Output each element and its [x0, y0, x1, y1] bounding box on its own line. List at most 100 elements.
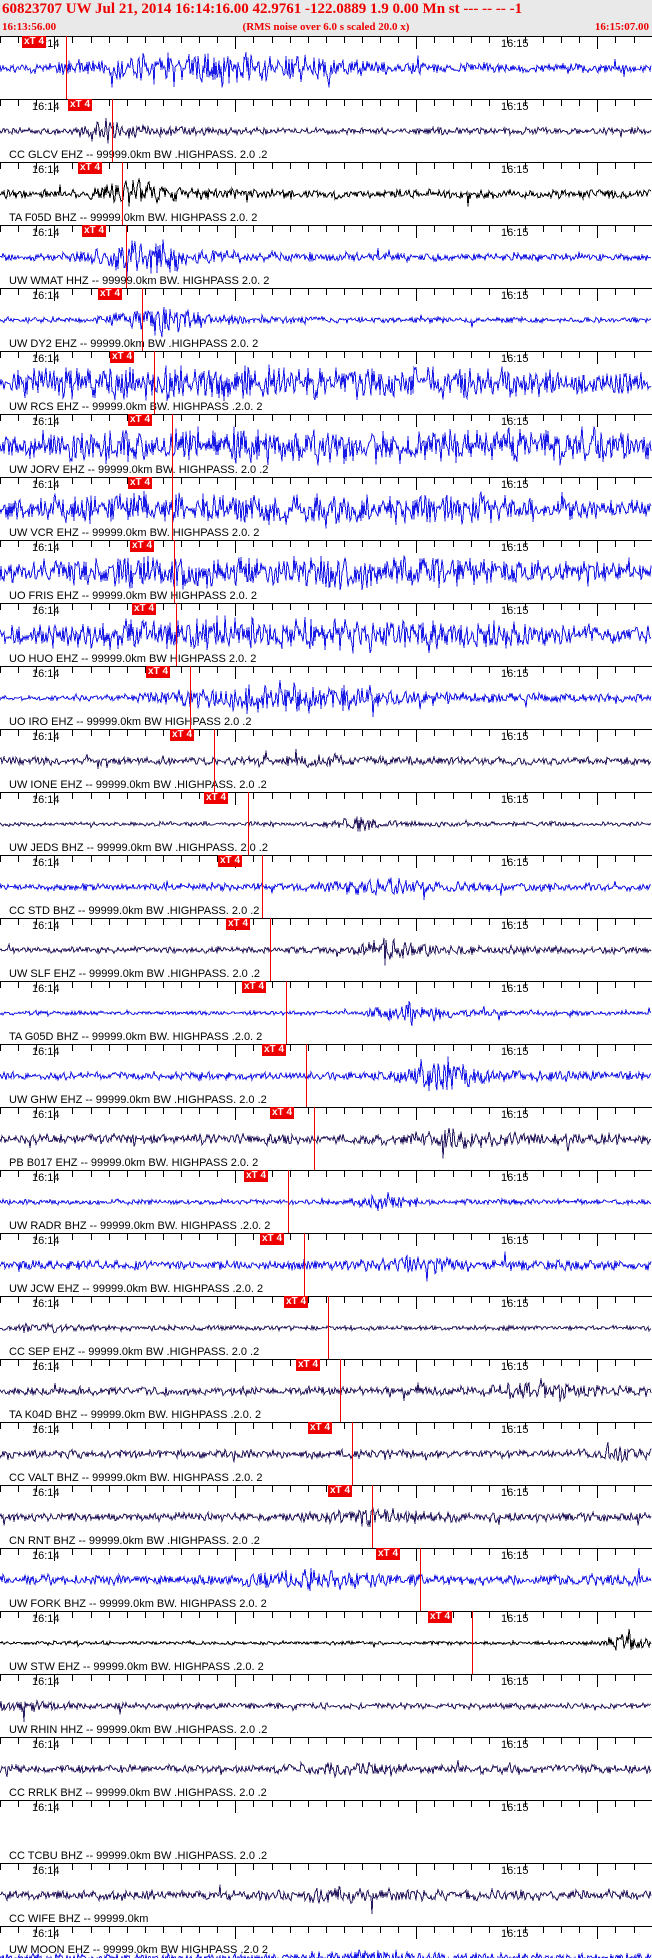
axis-tick — [416, 730, 417, 742]
axis-tick — [597, 289, 598, 301]
axis-tick — [615, 1864, 616, 1870]
axis-tick — [416, 604, 417, 616]
axis-tick — [217, 604, 218, 610]
axis-tick — [416, 1486, 417, 1498]
axis-tick — [272, 289, 273, 295]
axis-tick — [36, 100, 37, 106]
axis-tick — [489, 1171, 490, 1177]
axis-tick — [471, 604, 472, 610]
trace-row[interactable]: 16:14 16:15 CC GLCV EHZ -- 99999.0km BW .H… — [0, 99, 652, 162]
axis-tick — [543, 1549, 544, 1555]
axis-tick — [398, 478, 399, 484]
axis-tick — [507, 1108, 508, 1114]
axis-tick — [471, 226, 472, 232]
axis-tick — [380, 982, 381, 988]
axis-tick — [453, 541, 454, 547]
axis-tick — [54, 730, 55, 742]
axis-tick — [344, 856, 345, 862]
trace-row[interactable]: 16:14 16:15 UW JORV EHZ -- 99999.0km BW. H… — [0, 414, 652, 477]
axis-tick — [127, 1360, 128, 1366]
trace-row[interactable]: 16:14 16:15 UW WMAT HHZ -- 99999.0km BW. H… — [0, 225, 652, 288]
axis-ticks — [0, 1171, 652, 1183]
axis-tick — [91, 1234, 92, 1240]
axis-tick — [199, 1549, 200, 1555]
channel-label: CN RNT BHZ -- 99999.0km BW .HIGHPASS. 2.… — [9, 1535, 260, 1547]
axis-label-left: 16:14 — [32, 290, 60, 302]
waveform — [0, 1938, 652, 1958]
trace-row[interactable]: 16:14 16:15 TA F05D BHZ -- 99999.0km BW. H… — [0, 162, 652, 225]
trace-row[interactable]: 16:14 16:15 UO IRO EHZ -- 99999.0km BW HIG… — [0, 666, 652, 729]
trace-row[interactable]: 16:14 16:15 UW JEDS BHZ -- 99999.0km BW .H… — [0, 792, 652, 855]
axis-tick — [615, 1360, 616, 1366]
waveform — [0, 1560, 652, 1600]
axis-tick — [362, 667, 363, 673]
axis-tick — [290, 1675, 291, 1681]
axis-tick — [272, 1927, 273, 1933]
axis-tick — [579, 1171, 580, 1177]
trace-row[interactable]: 16:14 16:15 CC TCBU BHZ -- 99999.0km BW .H… — [0, 1800, 652, 1863]
trace-row[interactable]: 16:14 16:15 CC STD BHZ -- 99999.0km BW .HI… — [0, 855, 652, 918]
axis-tick — [145, 604, 146, 610]
axis-tick — [597, 1234, 598, 1246]
axis-tick — [0, 163, 1, 169]
trace-row[interactable]: 16:14 16:15 UW JCW EHZ -- 99999.0km BW. HI… — [0, 1233, 652, 1296]
axis-tick — [398, 100, 399, 106]
waveform — [0, 48, 652, 88]
axis-tick — [615, 1927, 616, 1933]
trace-row[interactable]: 16:14 16:15 UW STW EHZ -- 99999.0km BW. HI… — [0, 1611, 652, 1674]
trace-row[interactable]: 16:14 16:15 UW GHW EHZ -- 99999.0km BW .HI… — [0, 1044, 652, 1107]
axis-tick — [290, 1297, 291, 1303]
trace-row[interactable]: 16:14 16:15 TA G05D BHZ -- 99999.0km BW. H… — [0, 981, 652, 1044]
trace-row[interactable]: 16:14 16:15 CC SEP EHZ -- 99999.0km BW .HI… — [0, 1296, 652, 1359]
axis-tick — [543, 667, 544, 673]
axis-tick — [597, 1738, 598, 1750]
trace-row[interactable]: 16:14 16:15 UW SLF EHZ -- 99999.0km BW .HI… — [0, 918, 652, 981]
trace-row[interactable]: 16:14 16:15 UW FORK BHZ -- 99999.0km BW. H… — [0, 1548, 652, 1611]
axis-tick — [398, 1486, 399, 1492]
axis-tick — [434, 1927, 435, 1933]
axis-label-right: 16:15 — [501, 1739, 529, 1751]
axis-tick — [199, 1423, 200, 1429]
axis-ticks — [0, 415, 652, 427]
time-axis: 16:14 16:15 — [0, 1737, 652, 1751]
axis-tick — [326, 856, 327, 862]
trace-row[interactable]: 16:14 16:15 CN RNT BHZ -- 99999.0km BW .HI… — [0, 1485, 652, 1548]
time-axis: 16:14 16:15 — [0, 1674, 652, 1688]
axis-tick — [54, 1297, 55, 1309]
axis-tick — [18, 919, 19, 925]
axis-tick — [434, 352, 435, 358]
trace-row[interactable]: 16:14 16:15 UW VCR EHZ -- 99999.0km BW. HI… — [0, 477, 652, 540]
trace-row[interactable]: 16:14 16:15 CC RRLK BHZ -- 99999.0km BW .H… — [0, 1737, 652, 1800]
trace-row[interactable]: 16:14 16:15 UW IONE EHZ -- 99999.0km BW .H… — [0, 729, 652, 792]
trace-row[interactable]: 16:14 16:15 xT 4 — [0, 36, 652, 99]
channel-label: UW JORV EHZ -- 99999.0km BW. HIGHPASS. 2… — [9, 464, 269, 476]
axis-tick — [561, 1549, 562, 1555]
trace-row[interactable]: 16:14 16:15 CC VALT BHZ -- 99999.0km BW. H… — [0, 1422, 652, 1485]
trace-row[interactable]: 16:14 16:15 UW DY2 EHZ -- 99999.0km BW .HI… — [0, 288, 652, 351]
axis-tick — [0, 982, 1, 988]
axis-label-left: 16:14 — [32, 1613, 60, 1625]
axis-tick — [0, 667, 1, 673]
trace-row[interactable]: 16:14 16:15 UW RCS EHZ -- 99999.0km BW. HI… — [0, 351, 652, 414]
axis-label-right: 16:15 — [501, 542, 529, 554]
trace-row[interactable]: 16:14 16:15 UO HUO EHZ -- 99999.0km BW HIG… — [0, 603, 652, 666]
trace-row[interactable]: 16:14 16:15 UW RADR BHZ -- 99999.0km BW. H… — [0, 1170, 652, 1233]
axis-tick — [127, 919, 128, 925]
axis-tick — [597, 1045, 598, 1057]
trace-row[interactable]: 16:14 16:15 PB B017 EHZ -- 99999.0km BW. H… — [0, 1107, 652, 1170]
axis-tick — [181, 1297, 182, 1303]
axis-tick — [18, 1675, 19, 1681]
axis-tick — [344, 100, 345, 106]
trace-row[interactable]: 16:14 16:15 CC WIFE BHZ -- 99999.0km — [0, 1863, 652, 1926]
trace-row[interactable]: 16:14 16:15 UO FRIS EHZ -- 99999.0km BW HI… — [0, 540, 652, 603]
axis-label-left: 16:14 — [32, 1550, 60, 1562]
trace-row[interactable]: 16:14 16:15 UW RHIN HHZ -- 99999.0km BW .H… — [0, 1674, 652, 1737]
trace-row[interactable]: 16:14 16:15 TA K04D BHZ -- 99999.0km BW. H… — [0, 1359, 652, 1422]
axis-tick — [54, 541, 55, 553]
axis-tick — [308, 793, 309, 799]
axis-tick — [127, 226, 128, 232]
axis-tick — [507, 352, 508, 358]
axis-tick — [272, 352, 273, 358]
axis-tick — [199, 1612, 200, 1618]
